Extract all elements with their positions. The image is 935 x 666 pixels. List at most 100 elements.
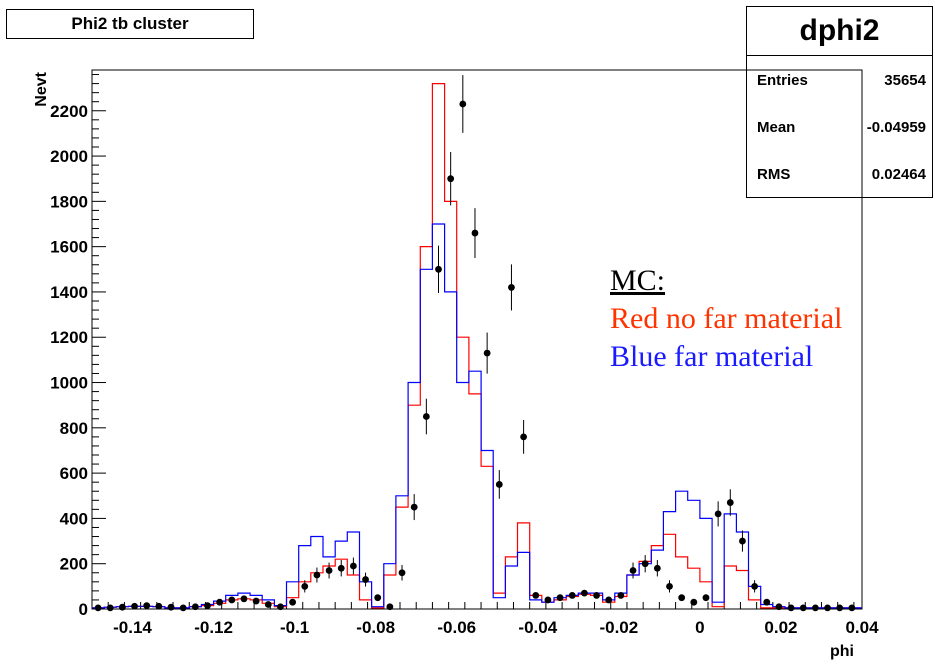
- data-point: [690, 598, 698, 606]
- y-tick-label: 1800: [50, 192, 88, 211]
- data-point: [143, 602, 151, 610]
- x-tick-label: -0.14: [113, 618, 152, 637]
- stats-key: Mean: [757, 119, 796, 136]
- data-point: [641, 560, 649, 568]
- data-point: [824, 604, 831, 612]
- data-point: [787, 604, 795, 612]
- data-point: [653, 564, 661, 572]
- y-tick-label: 800: [60, 419, 88, 438]
- data-point: [410, 503, 418, 511]
- data-point: [848, 604, 856, 612]
- stats-value: 35654: [884, 72, 926, 89]
- x-tick-label: -0.06: [437, 618, 476, 637]
- data-point: [94, 604, 102, 612]
- data-point: [289, 598, 297, 606]
- histogram-title: Phi2 tb cluster: [6, 9, 254, 39]
- data-point: [666, 582, 673, 590]
- data-point: [714, 510, 722, 518]
- data-point: [106, 604, 114, 612]
- data-point: [240, 595, 248, 603]
- stats-name: dphi2: [747, 7, 932, 56]
- x-tick-label: -0.1: [280, 618, 309, 637]
- data-point: [398, 569, 406, 577]
- stats-row-entries: Entries 35654: [747, 56, 932, 103]
- stats-key: Entries: [757, 72, 808, 89]
- x-tick-label: 0.04: [845, 618, 879, 637]
- data-point: [459, 100, 467, 108]
- stats-row-mean: Mean -0.04959: [747, 103, 932, 150]
- stats-row-rms: RMS 0.02464: [747, 150, 932, 197]
- y-tick-label: 2200: [50, 102, 88, 121]
- data-point: [556, 594, 564, 602]
- data-point: [544, 596, 552, 604]
- data-point: [131, 602, 138, 610]
- data-point: [471, 229, 479, 237]
- data-point: [495, 481, 503, 488]
- data-point: [763, 598, 771, 606]
- data-point: [605, 596, 613, 604]
- data-point: [836, 604, 844, 612]
- data-point: [702, 594, 710, 602]
- data-point: [508, 284, 515, 291]
- y-tick-label: 1600: [50, 238, 88, 257]
- x-tick-label: -0.04: [518, 618, 557, 637]
- legend-red-label: Red no far material: [610, 302, 843, 335]
- data-point: [617, 592, 625, 599]
- data-point: [678, 594, 686, 602]
- data-point: [483, 349, 491, 357]
- y-tick-label: 2000: [50, 147, 88, 166]
- stats-box: dphi2 Entries 35654 Mean -0.04959 RMS 0.…: [746, 6, 933, 198]
- data-point: [739, 537, 746, 545]
- data-point: [435, 265, 442, 273]
- data-point: [252, 597, 260, 605]
- data-point: [277, 603, 284, 611]
- data-point: [726, 499, 734, 506]
- data-point: [204, 602, 211, 610]
- data-point: [118, 603, 126, 611]
- y-tick-label: 1400: [50, 283, 88, 302]
- y-tick-label: 200: [60, 555, 88, 574]
- blue-histogram-line: [92, 223, 862, 609]
- plot-frame: [91, 69, 863, 610]
- data-point: [228, 596, 236, 604]
- legend-blue-label: Blue far material: [610, 340, 814, 373]
- legend: MC: Red no far material Blue far materia…: [610, 262, 842, 376]
- x-tick-label: -0.12: [194, 618, 233, 637]
- stats-value: 0.02464: [871, 166, 926, 183]
- data-point: [362, 576, 369, 583]
- x-tick-label: 0.02: [764, 618, 797, 637]
- legend-header: MC:: [610, 264, 666, 297]
- data-point: [349, 562, 357, 570]
- data-point: [301, 582, 309, 590]
- x-tick-label: -0.08: [356, 618, 395, 637]
- data-point: [447, 175, 455, 183]
- stats-key: RMS: [757, 166, 791, 183]
- data-point: [179, 604, 187, 612]
- data-point: [580, 589, 588, 597]
- y-axis-label: Nevt: [33, 71, 50, 106]
- data-point: [155, 602, 163, 610]
- x-tick-label: 0: [695, 618, 704, 637]
- data-point: [811, 604, 819, 612]
- data-point: [313, 571, 321, 579]
- data-point: [629, 567, 637, 574]
- data-point: [520, 433, 528, 441]
- data-point: [799, 604, 807, 612]
- data-point: [775, 603, 783, 611]
- data-point: [216, 598, 224, 606]
- x-tick-label: -0.02: [599, 618, 638, 637]
- data-point: [374, 594, 382, 602]
- data-point: [593, 592, 600, 599]
- data-point: [337, 564, 345, 572]
- y-tick-label: 600: [60, 464, 88, 483]
- data-point: [386, 603, 394, 611]
- data-point: [325, 567, 333, 574]
- y-tick-label: 0: [79, 600, 88, 619]
- y-tick-label: 1000: [50, 374, 88, 393]
- data-point: [422, 413, 430, 420]
- data-point: [568, 592, 576, 599]
- stats-value: -0.04959: [866, 119, 926, 136]
- data-point: [167, 603, 175, 611]
- y-tick-label: 1200: [50, 328, 88, 347]
